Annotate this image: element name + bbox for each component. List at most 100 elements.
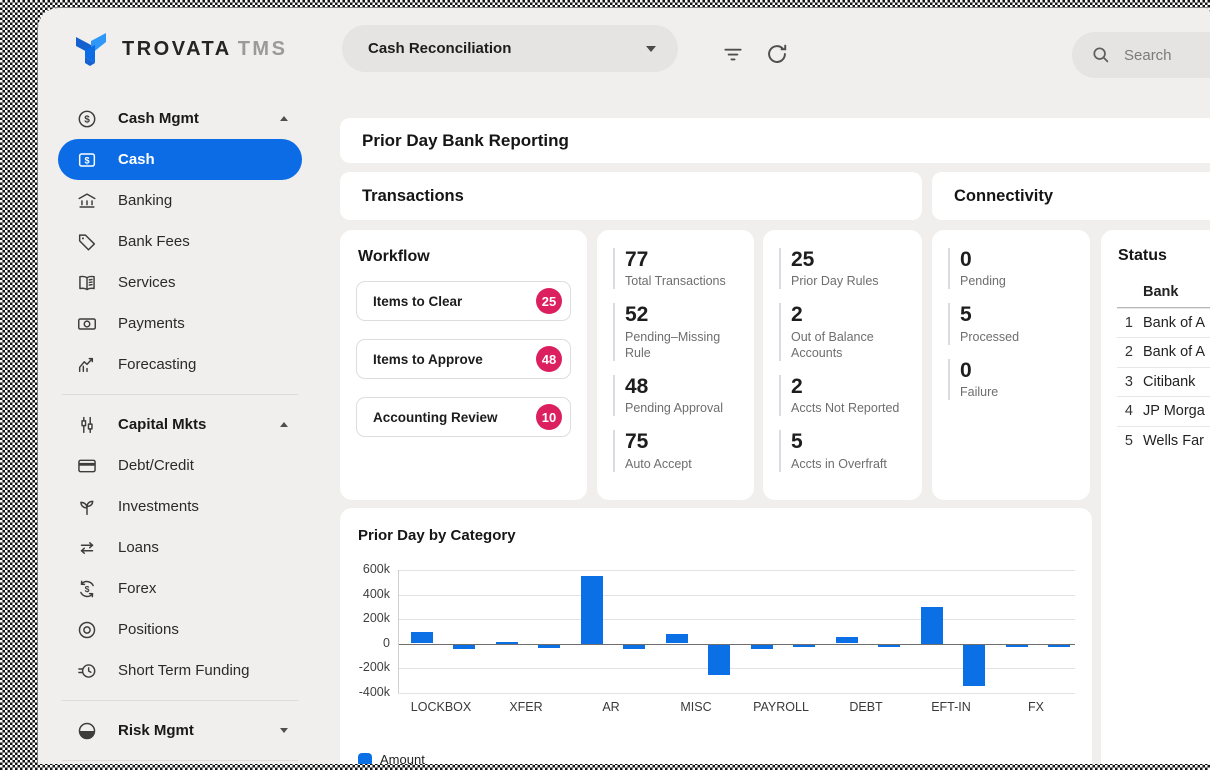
- stat-label: Total Transactions: [625, 273, 744, 289]
- table-row[interactable]: 5Wells Far: [1117, 426, 1210, 456]
- stat-value: 5: [791, 430, 912, 454]
- legend-label: Amount: [380, 752, 425, 764]
- bar-eft-in-2[interactable]: [963, 645, 985, 687]
- bar-debt[interactable]: [836, 637, 858, 644]
- sidebar-item-forecasting[interactable]: Forecasting: [58, 344, 302, 385]
- chevron-up-icon: [280, 422, 288, 427]
- stat-label: Out of Balance Accounts: [791, 329, 912, 362]
- tag-icon: [76, 231, 98, 253]
- sidebar-section-label: Risk Mgmt: [118, 722, 260, 739]
- workflow-items: Items to Clear25 Items to Approve48 Accoun…: [356, 281, 571, 437]
- sidebar-item-loans[interactable]: Loans: [58, 527, 302, 568]
- bar-ar[interactable]: [581, 576, 603, 643]
- stat-label: Accts in Overfraft: [791, 456, 912, 472]
- sidebar-item-label: Investments: [118, 498, 288, 515]
- sidebar-item-positions[interactable]: Positions: [58, 609, 302, 650]
- stat-value: 2: [791, 303, 912, 327]
- page-title: Prior Day Bank Reporting: [362, 131, 569, 151]
- sidebar-section-capital-mkts[interactable]: Capital Mkts: [58, 404, 302, 445]
- view-selector-dropdown[interactable]: Cash Reconciliation: [342, 25, 678, 72]
- bar-payroll-2[interactable]: [793, 645, 815, 647]
- status-title: Status: [1118, 247, 1167, 265]
- table-row[interactable]: 1Bank of A: [1117, 308, 1210, 338]
- bar-ar-2[interactable]: [623, 645, 645, 650]
- bar-misc[interactable]: [666, 634, 688, 644]
- bar-xfer[interactable]: [496, 642, 518, 644]
- bar-misc-2[interactable]: [708, 645, 730, 676]
- brand-title: TROVATATMS: [122, 38, 287, 61]
- workflow-item-accounting-review[interactable]: Accounting Review10: [356, 397, 571, 437]
- bank-column-header: Bank: [1143, 284, 1210, 300]
- book-icon: [76, 272, 98, 294]
- filter-button[interactable]: [720, 41, 746, 67]
- page-header-card: Prior Day Bank Reporting: [340, 118, 1210, 163]
- sidebar-item-label: Bank Fees: [118, 233, 288, 250]
- sidebar-item-payments[interactable]: Payments: [58, 303, 302, 344]
- stat-prior-day-rules: 25Prior Day Rules: [779, 248, 912, 289]
- sidebar-divider: [62, 394, 298, 395]
- bar-payroll[interactable]: [751, 645, 773, 650]
- sidebar-item-label: Forex: [118, 580, 288, 597]
- stat-value: 5: [960, 303, 1080, 327]
- row-index: 1: [1117, 315, 1133, 331]
- bar-debt-2[interactable]: [878, 645, 900, 647]
- clock-lines-icon: [76, 660, 98, 682]
- stat-value: 2: [791, 375, 912, 399]
- sidebar-item-investments[interactable]: Investments: [58, 486, 302, 527]
- stat-value: 0: [960, 248, 1080, 272]
- refresh-button[interactable]: [764, 41, 790, 67]
- stat-pending-missing-rule: 52Pending–Missing Rule: [613, 303, 744, 361]
- stat-value: 48: [625, 375, 744, 399]
- bar-lockbox-2[interactable]: [453, 645, 475, 650]
- search-input[interactable]: [1124, 47, 1210, 64]
- sidebar-item-forex[interactable]: $ Forex: [58, 568, 302, 609]
- sidebar-section-cash-mgmt[interactable]: $Cash Mgmt: [58, 98, 302, 139]
- bank-name: Bank of A: [1143, 344, 1210, 360]
- topbar: TROVATATMS Cash Reconciliation: [38, 8, 1210, 98]
- bar-fx[interactable]: [1006, 645, 1028, 647]
- transactions-stat-card-1: 77Total Transactions52Pending–Missing Ru…: [597, 230, 754, 500]
- table-row[interactable]: 2Bank of A: [1117, 337, 1210, 367]
- stat-label: Accts Not Reported: [791, 400, 912, 416]
- sidebar-item-debt-credit[interactable]: Debt/Credit: [58, 445, 302, 486]
- workflow-item-items-to-approve[interactable]: Items to Approve48: [356, 339, 571, 379]
- sidebar-item-banking[interactable]: Banking: [58, 180, 302, 221]
- x-axis-label: XFER: [484, 700, 568, 714]
- svg-text:$: $: [85, 584, 90, 594]
- x-axis-label: PAYROLL: [739, 700, 823, 714]
- legend-swatch: [358, 753, 372, 765]
- row-index: 5: [1117, 433, 1133, 449]
- workflow-item-items-to-clear[interactable]: Items to Clear25: [356, 281, 571, 321]
- sidebar-item-cash[interactable]: $Cash: [58, 139, 302, 180]
- y-axis-label: -200k: [346, 660, 390, 674]
- sidebar-item-bank-fees[interactable]: Bank Fees: [58, 221, 302, 262]
- sidebar-item-label: Positions: [118, 621, 288, 638]
- stat-label: Auto Accept: [625, 456, 744, 472]
- stat-accts-in-overfraft: 5 Accts in Overfraft: [779, 430, 912, 471]
- legend[interactable]: Amount: [358, 752, 425, 764]
- sidebar-item-services[interactable]: Services: [58, 262, 302, 303]
- bank-name: JP Morga: [1143, 403, 1210, 419]
- bank-name: Citibank: [1143, 374, 1210, 390]
- prior-day-by-category-chart: 600k400k200k0-200k-400kLOCKBOXXFERARMISC…: [340, 508, 1092, 764]
- search-box[interactable]: [1072, 32, 1210, 78]
- bar-fx-2[interactable]: [1048, 645, 1070, 647]
- row-index: 3: [1117, 374, 1133, 390]
- half-circle-icon: [76, 720, 98, 742]
- filter-icon: [720, 41, 746, 67]
- sidebar-item-short-term-funding[interactable]: Short Term Funding: [58, 650, 302, 691]
- stat-list: 77Total Transactions52Pending–Missing Ru…: [613, 248, 744, 472]
- stat-accts-not-reported: 2Accts Not Reported: [779, 375, 912, 416]
- sidebar-section-risk-mgmt[interactable]: Risk Mgmt: [58, 710, 302, 751]
- bar-xfer-2[interactable]: [538, 645, 560, 649]
- cash-bill-icon: $: [76, 149, 98, 171]
- brand: TROVATATMS: [74, 30, 287, 68]
- table-row[interactable]: 4JP Morga: [1117, 396, 1210, 426]
- table-row[interactable]: 3 Citibank: [1117, 367, 1210, 397]
- bar-lockbox[interactable]: [411, 632, 433, 643]
- dollar-circle-icon: $: [76, 108, 98, 130]
- stat-label: Pending Approval: [625, 400, 744, 416]
- status-table-header: Bank: [1117, 278, 1210, 308]
- bar-eft-in[interactable]: [921, 607, 943, 644]
- stat-label: Processed: [960, 329, 1080, 345]
